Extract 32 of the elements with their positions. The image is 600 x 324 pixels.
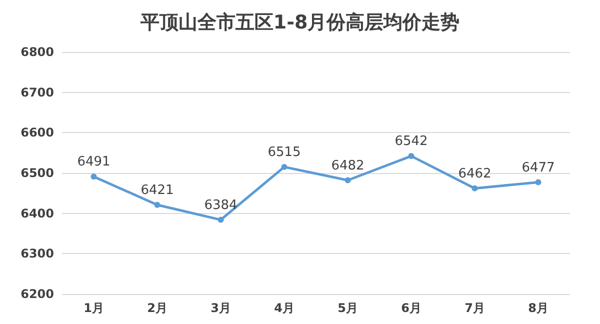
y-tick-label: 6400 — [20, 206, 54, 220]
x-tick-label: 5月 — [338, 301, 358, 315]
data-label: 6491 — [77, 154, 110, 170]
data-label: 6477 — [522, 160, 555, 176]
point — [281, 164, 288, 170]
data-label: 6421 — [140, 182, 174, 198]
chart-title: 平顶山全市五区1-8月份高层均价走势 — [139, 12, 460, 34]
x-tick-label: 1月 — [84, 301, 104, 315]
data-label: 6462 — [458, 166, 492, 182]
point — [344, 177, 351, 184]
y-tick-label: 6500 — [20, 166, 54, 180]
x-tick-label: 4月 — [274, 301, 294, 315]
point — [218, 216, 224, 223]
data-label: 6384 — [204, 198, 238, 213]
data-label: 6482 — [331, 158, 364, 174]
x-tick-label: 7月 — [464, 301, 485, 315]
y-tick-label: 6800 — [20, 45, 54, 59]
point — [408, 153, 414, 160]
y-tick-label: 6200 — [20, 287, 54, 301]
point — [90, 174, 97, 180]
y-tick-label: 6600 — [20, 126, 54, 140]
x-tick-label: 3月 — [210, 301, 231, 315]
point — [154, 202, 160, 208]
x-tick-label: 8月 — [528, 301, 548, 315]
point — [472, 185, 478, 192]
y-tick-label: 6700 — [20, 85, 54, 100]
point — [535, 179, 542, 186]
data-label: 6542 — [394, 134, 428, 150]
data-label: 6515 — [268, 144, 301, 160]
x-tick-label: 6月 — [401, 301, 422, 315]
y-tick-label: 6300 — [20, 246, 54, 261]
x-tick-label: 2月 — [147, 301, 168, 315]
